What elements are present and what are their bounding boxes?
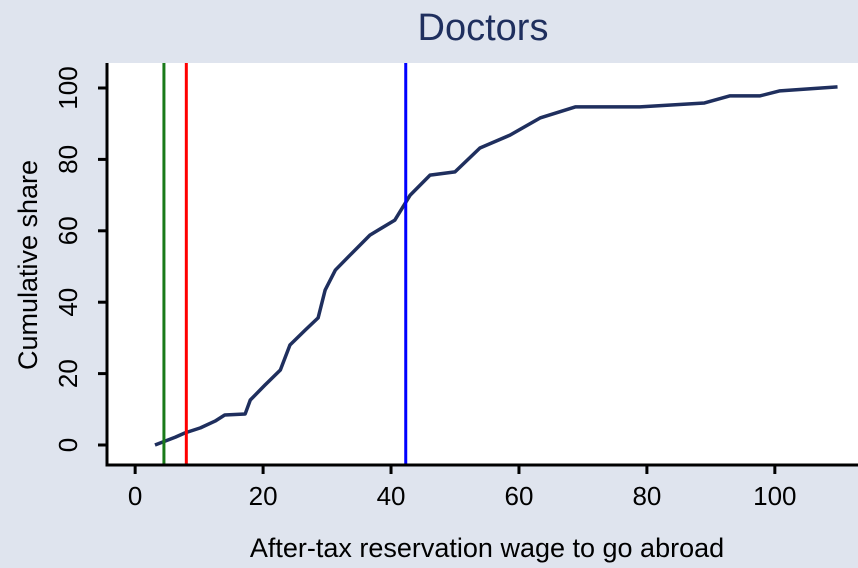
x-tick-label: 20 [249,481,278,511]
plot-area [107,63,858,465]
y-tick-label: 60 [53,216,83,245]
x-tick-label: 80 [632,481,661,511]
x-tick-label: 100 [753,481,796,511]
y-tick-label: 100 [53,66,83,109]
x-tick-label: 60 [505,481,534,511]
y-tick-label: 20 [53,359,83,388]
x-tick-label: 0 [128,481,142,511]
y-axis-label: Cumulative share [13,160,43,370]
cdf-line [154,85,838,447]
y-tick-label: 40 [53,288,83,317]
x-tick-label: 40 [377,481,406,511]
y-tick-label: 0 [53,438,83,452]
chart-title: Doctors [418,7,549,49]
x-axis-label: After-tax reservation wage to go abroad [250,533,724,563]
y-tick-label: 80 [53,145,83,174]
